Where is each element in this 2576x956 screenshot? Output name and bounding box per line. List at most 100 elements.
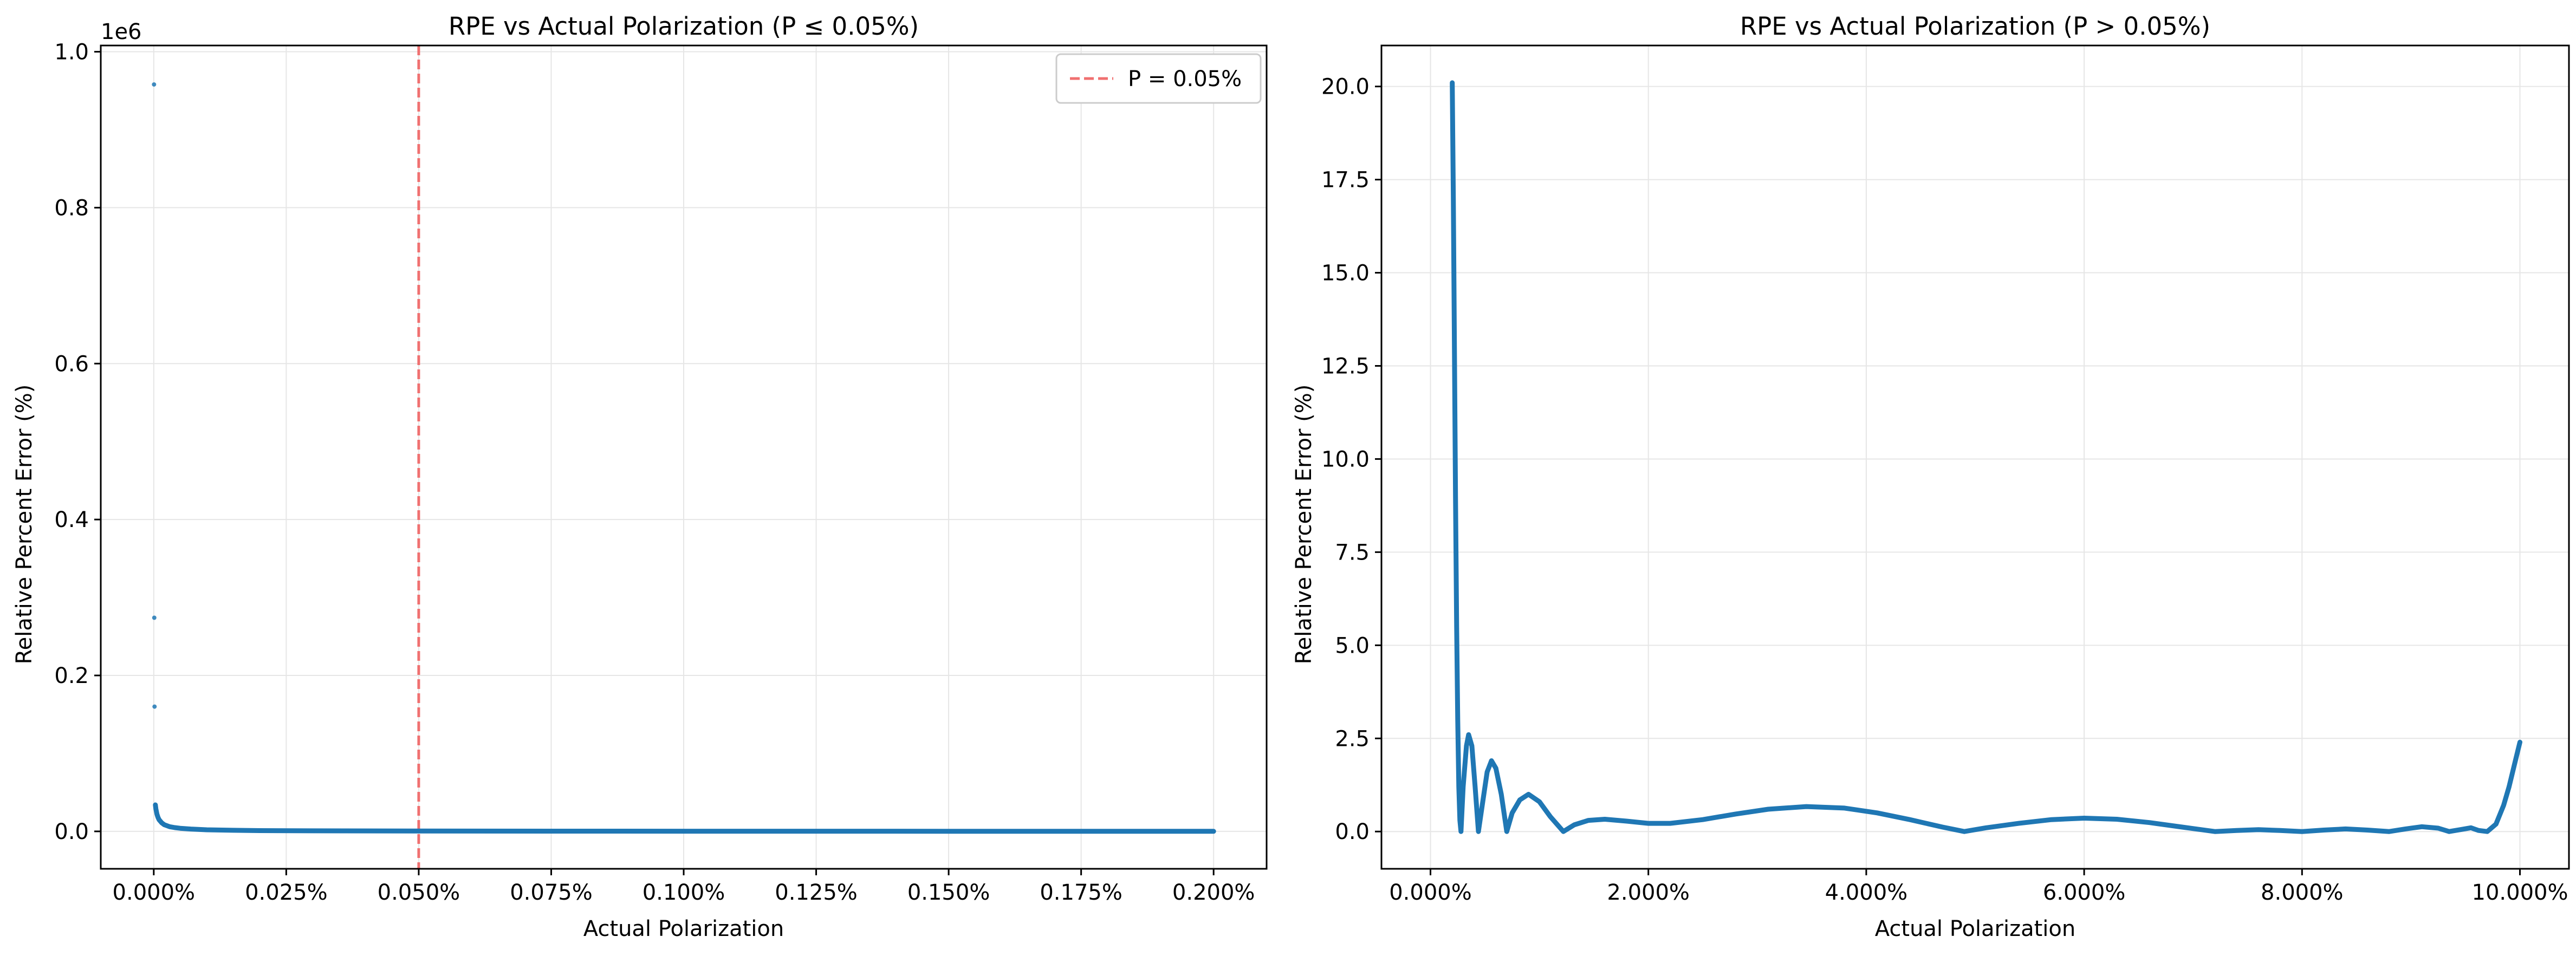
x-tick-label: 0.000% — [113, 880, 196, 905]
data-point — [1984, 826, 1988, 830]
y-tick-label: 12.5 — [1321, 354, 1370, 379]
chart-right: RPE vs Actual Polarization (P > 0.05%) 0… — [1292, 12, 2570, 941]
data-point — [1766, 807, 1770, 811]
y-axis-label: Relative Percent Error (%) — [12, 385, 37, 665]
data-point — [2507, 785, 2511, 789]
data-point — [2387, 830, 2391, 834]
data-point — [1451, 196, 1455, 200]
data-point — [1458, 818, 1462, 822]
y-tick-label: 5.0 — [1335, 633, 1370, 658]
data-point — [1908, 818, 1912, 822]
y-tick-label: 0.0 — [54, 820, 89, 844]
data-point — [1510, 811, 1514, 815]
x-axis-label: Actual Polarization — [583, 916, 784, 941]
x-tick-label: 2.000% — [1607, 880, 1690, 905]
data-point — [1500, 792, 1503, 796]
data-point — [1476, 830, 1480, 834]
data-point — [2115, 817, 2119, 821]
data-point — [1941, 825, 1944, 829]
data-point — [2049, 818, 2053, 822]
data-point — [257, 828, 262, 833]
data-point — [2344, 827, 2347, 831]
data-point — [1464, 744, 1468, 748]
data-point — [231, 828, 236, 833]
data-point — [416, 829, 421, 834]
data-point — [1454, 495, 1457, 498]
data-point — [1461, 785, 1465, 789]
data-point — [178, 826, 183, 831]
axes-frame — [1380, 44, 2570, 870]
data-point — [1490, 759, 1494, 763]
data-point — [1842, 806, 1846, 810]
data-point — [1561, 830, 1565, 834]
x-tick-label: 0.025% — [245, 880, 328, 905]
data-point — [1467, 733, 1470, 737]
data-point — [1587, 818, 1591, 822]
data-point — [162, 822, 167, 827]
data-point — [189, 827, 193, 831]
y-tick-label: 0.6 — [54, 352, 89, 376]
data-point — [1805, 805, 1808, 809]
x-tick-label: 0.125% — [775, 880, 858, 905]
y-tick-label: 7.5 — [1335, 540, 1370, 565]
x-tick-label: 0.100% — [643, 880, 725, 905]
y-offset-text: 1e6 — [101, 19, 142, 44]
data-point — [2502, 804, 2506, 808]
data-point — [1505, 830, 1509, 834]
x-tick-label: 6.000% — [2043, 880, 2126, 905]
data-point — [1876, 811, 1879, 815]
data-point — [2469, 826, 2473, 830]
x-tick-label: 4.000% — [1825, 880, 1908, 905]
y-tick-label: 0.8 — [54, 196, 89, 220]
data-point — [1211, 829, 1216, 834]
data-point — [2322, 828, 2326, 832]
data-point — [172, 825, 177, 830]
y-tick-label: 0.0 — [1335, 820, 1370, 844]
data-point — [2458, 828, 2462, 831]
y-axis-label: Relative Percent Error (%) — [1292, 385, 1316, 665]
data-point — [2486, 830, 2489, 834]
data-point — [1572, 823, 1576, 827]
data-point — [153, 807, 158, 811]
data-point — [2256, 828, 2260, 831]
data-point — [152, 82, 157, 87]
legend-box — [1055, 53, 1262, 104]
y-tick-label: 15.0 — [1321, 261, 1370, 286]
data-point — [2147, 821, 2151, 824]
data-point — [1470, 744, 1474, 748]
data-point — [682, 829, 686, 834]
axes-frame — [100, 44, 1268, 870]
data-point — [2518, 740, 2522, 744]
data-point — [167, 824, 172, 829]
data-point — [1701, 818, 1705, 822]
data-point — [1459, 830, 1463, 834]
y-tick-label: 0.2 — [54, 664, 89, 688]
data-point — [2017, 822, 2021, 825]
data-point — [2513, 763, 2516, 766]
data-point — [1603, 817, 1607, 821]
x-tick-label: 0.175% — [1040, 880, 1122, 905]
data-point — [2213, 830, 2217, 834]
data-point — [2447, 830, 2451, 834]
data-point — [153, 802, 158, 807]
x-tick-label: 0.200% — [1172, 880, 1255, 905]
legend-label: P = 0.05% — [1128, 67, 1242, 92]
data-point — [2279, 829, 2282, 833]
data-point — [2477, 829, 2481, 833]
chart-title: RPE vs Actual Polarization (P > 0.05%) — [1740, 12, 2210, 41]
y-tick-label: 0.4 — [54, 508, 89, 532]
data-point — [1518, 798, 1522, 802]
data-point — [1537, 800, 1541, 804]
data-point — [1548, 815, 1552, 818]
data-point — [157, 817, 161, 822]
data-point — [2181, 825, 2184, 829]
data-point — [310, 828, 315, 833]
data-point — [1734, 812, 1737, 816]
data-point — [1527, 792, 1530, 796]
x-tick-label: 0.075% — [510, 880, 593, 905]
data-point — [2494, 822, 2498, 826]
data-point — [1494, 766, 1498, 770]
data-point — [2365, 828, 2369, 832]
data-point — [152, 615, 157, 620]
